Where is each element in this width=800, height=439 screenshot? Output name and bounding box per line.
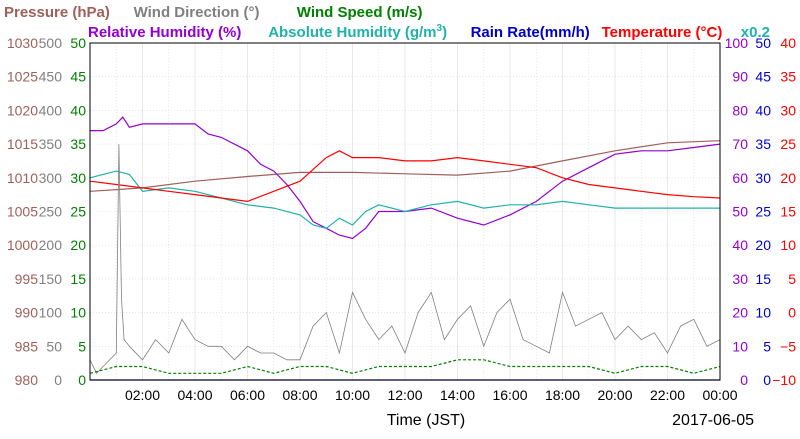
temperature-tick-6: 10 [780, 237, 796, 253]
pressure-tick-2: 1020 [7, 102, 38, 118]
x-tick-2: 06:00 [230, 387, 265, 403]
series-wind-speed [89, 359, 721, 374]
temperature-tick-0: 40 [780, 35, 796, 51]
legend-item-0: Pressure (hPa) [4, 4, 110, 21]
series-relative-humidity [90, 116, 721, 240]
x-tick-4: 10:00 [335, 387, 370, 403]
rain_rate-tick-9: 5 [763, 338, 771, 354]
plot-frame [89, 42, 721, 381]
wind_speed-tick-5: 25 [70, 204, 86, 220]
wind_direction-tick-1: 450 [39, 69, 63, 85]
rain_rate-tick-5: 25 [755, 204, 771, 220]
x-tick-3: 08:00 [282, 387, 317, 403]
pressure-tick-3: 1015 [7, 136, 38, 152]
relative_humidity-tick-7: 30 [732, 271, 748, 287]
legend-item-row2-3: Temperature (°C) [602, 24, 723, 41]
pressure-tick-10: 980 [15, 372, 39, 388]
legend-item-1: Wind Direction (°) [134, 4, 260, 21]
relative_humidity-tick-4: 60 [732, 170, 748, 186]
pressure-tick-1: 1025 [7, 69, 38, 85]
relative_humidity-tick-1: 90 [732, 69, 748, 85]
x-tick-8: 18:00 [545, 387, 580, 403]
relative_humidity-tick-0: 100 [725, 35, 749, 51]
temperature-tick-7: 5 [788, 271, 796, 287]
temperature-tick-2: 30 [780, 102, 796, 118]
wind_speed-tick-7: 15 [70, 271, 86, 287]
wind_speed-tick-3: 35 [70, 136, 86, 152]
wind_direction-tick-7: 150 [39, 271, 63, 287]
rain_rate-tick-0: 50 [755, 35, 771, 51]
wind_speed-tick-6: 20 [70, 237, 86, 253]
temperature-tick-5: 15 [780, 204, 796, 220]
relative_humidity-tick-2: 80 [732, 102, 748, 118]
pressure-tick-0: 1030 [7, 35, 38, 51]
temperature-tick-3: 25 [780, 136, 796, 152]
temperature-tick-10: −10 [772, 372, 796, 388]
rain_rate-tick-2: 40 [755, 102, 771, 118]
rain_rate-tick-6: 20 [755, 237, 771, 253]
x-tick-7: 16:00 [492, 387, 527, 403]
wind_direction-tick-8: 100 [39, 305, 63, 321]
wind_direction-tick-2: 400 [39, 102, 63, 118]
axis-ticks: 1030102510201015101010051000995990985980… [7, 35, 796, 403]
wind_speed-tick-1: 45 [70, 69, 86, 85]
series-wind-direction [89, 144, 721, 374]
x-tick-9: 20:00 [597, 387, 632, 403]
temperature-tick-9: −5 [780, 338, 796, 354]
series-pressure [89, 140, 721, 192]
x-tick-1: 04:00 [177, 387, 212, 403]
wind_speed-tick-10: 0 [78, 372, 86, 388]
x-axis-label: Time (JST) [387, 412, 466, 429]
wind_direction-tick-6: 200 [39, 237, 63, 253]
rain_rate-tick-8: 10 [755, 305, 771, 321]
wind_speed-tick-2: 40 [70, 102, 86, 118]
legend: Pressure (hPa) Wind Direction (°) Wind Spe… [4, 4, 770, 41]
temperature-tick-8: 0 [788, 305, 796, 321]
pressure-tick-9: 985 [15, 338, 39, 354]
rain_rate-tick-4: 30 [755, 170, 771, 186]
temperature-tick-1: 35 [780, 69, 796, 85]
pressure-tick-6: 1000 [7, 237, 38, 253]
temperature-tick-4: 20 [780, 170, 796, 186]
wind_speed-tick-9: 5 [78, 338, 86, 354]
legend-item-row2-1: Absolute Humidity (g/m3) [268, 23, 447, 41]
relative_humidity-tick-3: 70 [732, 136, 748, 152]
rain_rate-tick-3: 35 [755, 136, 771, 152]
x-tick-5: 12:00 [387, 387, 422, 403]
legend-item-row2-0: Relative Humidity (%) [88, 24, 241, 41]
relative_humidity-tick-6: 40 [732, 237, 748, 253]
date-label: 2017-06-05 [672, 412, 754, 429]
legend-item-row2-2: Rain Rate(mm/h) [471, 24, 590, 41]
relative_humidity-tick-9: 10 [732, 338, 748, 354]
x-tick-10: 22:00 [650, 387, 685, 403]
pressure-tick-7: 995 [15, 271, 39, 287]
wind_direction-tick-9: 50 [46, 338, 62, 354]
legend-item-row2-4: x0.2 [741, 24, 770, 41]
wind_direction-tick-3: 350 [39, 136, 63, 152]
series-temperature [89, 150, 721, 203]
legend-item-2: Wind Speed (m/s) [297, 4, 423, 21]
wind_direction-tick-10: 0 [54, 372, 62, 388]
relative_humidity-tick-10: 0 [740, 372, 748, 388]
x-tick-11: 00:00 [702, 387, 737, 403]
wind_speed-tick-4: 30 [70, 170, 86, 186]
x-tick-0: 02:00 [125, 387, 160, 403]
relative_humidity-tick-5: 50 [732, 204, 748, 220]
chart-grid [90, 43, 720, 380]
wind_speed-tick-0: 50 [70, 35, 86, 51]
pressure-tick-8: 990 [15, 305, 39, 321]
wind_speed-tick-8: 10 [70, 305, 86, 321]
rain_rate-tick-1: 45 [755, 69, 771, 85]
pressure-tick-4: 1010 [7, 170, 38, 186]
wind_direction-tick-4: 300 [39, 170, 63, 186]
wind_direction-tick-0: 500 [39, 35, 63, 51]
rain_rate-tick-10: 0 [763, 372, 771, 388]
relative_humidity-tick-8: 20 [732, 305, 748, 321]
wind_direction-tick-5: 250 [39, 204, 63, 220]
series-absolute-humidity [89, 170, 720, 229]
x-tick-6: 14:00 [440, 387, 475, 403]
rain_rate-tick-7: 15 [755, 271, 771, 287]
pressure-tick-5: 1005 [7, 204, 38, 220]
